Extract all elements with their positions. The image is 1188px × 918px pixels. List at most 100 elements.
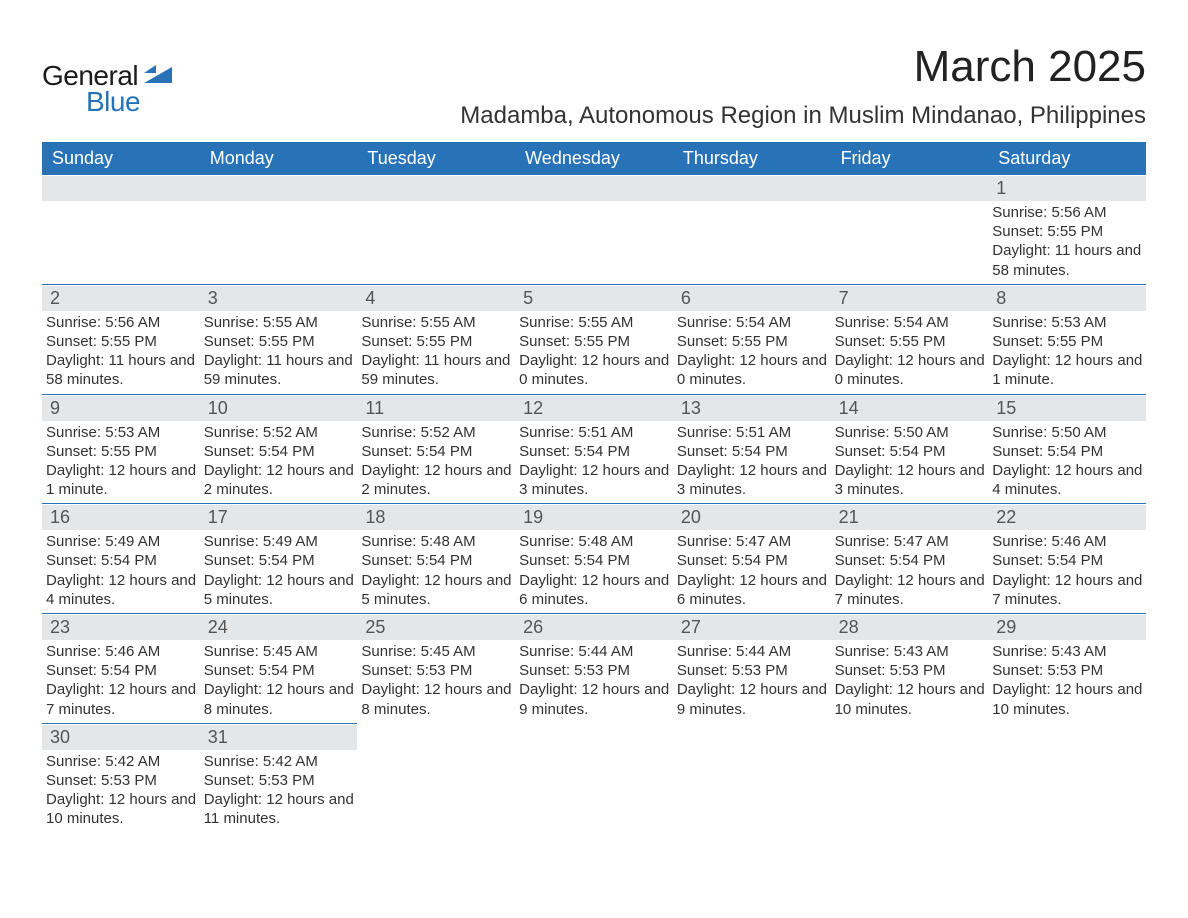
day-number: 24 (200, 615, 358, 640)
day-number: 1 (988, 176, 1146, 201)
calendar-cell: 4Sunrise: 5:55 AMSunset: 5:55 PMDaylight… (357, 284, 515, 394)
day-info: Sunrise: 5:42 AMSunset: 5:53 PMDaylight:… (200, 750, 358, 829)
title-block: March 2025 Madamba, Autonomous Region in… (460, 42, 1146, 130)
daylight-text: Daylight: 12 hours and 4 minutes. (46, 571, 200, 609)
sunrise-text: Sunrise: 5:47 AM (835, 532, 989, 551)
sunrise-text: Sunrise: 5:56 AM (46, 313, 200, 332)
daylight-text: Daylight: 12 hours and 2 minutes. (204, 461, 358, 499)
day-info: Sunrise: 5:49 AMSunset: 5:54 PMDaylight:… (42, 530, 200, 609)
day-number: 27 (673, 615, 831, 640)
daylight-text: Daylight: 12 hours and 6 minutes. (677, 571, 831, 609)
calendar-cell: 24Sunrise: 5:45 AMSunset: 5:54 PMDayligh… (200, 613, 358, 723)
weekday-header: Tuesday (357, 142, 515, 175)
day-info: Sunrise: 5:45 AMSunset: 5:53 PMDaylight:… (357, 640, 515, 719)
sunrise-text: Sunrise: 5:55 AM (361, 313, 515, 332)
daylight-text: Daylight: 12 hours and 11 minutes. (204, 790, 358, 828)
day-info: Sunrise: 5:56 AMSunset: 5:55 PMDaylight:… (42, 311, 200, 390)
daylight-text: Daylight: 12 hours and 4 minutes. (992, 461, 1146, 499)
sunrise-text: Sunrise: 5:55 AM (204, 313, 358, 332)
day-number: 31 (200, 725, 358, 750)
sunset-text: Sunset: 5:53 PM (361, 661, 515, 680)
calendar-cell (988, 723, 1146, 833)
day-number: 19 (515, 505, 673, 530)
daylight-text: Daylight: 12 hours and 3 minutes. (519, 461, 673, 499)
sunrise-text: Sunrise: 5:53 AM (46, 423, 200, 442)
daylight-text: Daylight: 12 hours and 9 minutes. (677, 680, 831, 718)
day-number: 28 (831, 615, 989, 640)
sunset-text: Sunset: 5:54 PM (677, 442, 831, 461)
sunrise-text: Sunrise: 5:49 AM (204, 532, 358, 551)
sunrise-text: Sunrise: 5:43 AM (835, 642, 989, 661)
weekday-header: Thursday (673, 142, 831, 175)
day-info: Sunrise: 5:44 AMSunset: 5:53 PMDaylight:… (515, 640, 673, 719)
day-info: Sunrise: 5:47 AMSunset: 5:54 PMDaylight:… (831, 530, 989, 609)
sunrise-text: Sunrise: 5:45 AM (361, 642, 515, 661)
calendar-cell: 11Sunrise: 5:52 AMSunset: 5:54 PMDayligh… (357, 394, 515, 504)
calendar-cell (200, 175, 358, 284)
day-info: Sunrise: 5:52 AMSunset: 5:54 PMDaylight:… (200, 421, 358, 500)
day-info: Sunrise: 5:45 AMSunset: 5:54 PMDaylight:… (200, 640, 358, 719)
sunrise-text: Sunrise: 5:44 AM (519, 642, 673, 661)
calendar-cell: 26Sunrise: 5:44 AMSunset: 5:53 PMDayligh… (515, 613, 673, 723)
sunset-text: Sunset: 5:55 PM (46, 332, 200, 351)
day-number: 10 (200, 396, 358, 421)
daylight-text: Daylight: 12 hours and 0 minutes. (835, 351, 989, 389)
day-info: Sunrise: 5:46 AMSunset: 5:54 PMDaylight:… (988, 530, 1146, 609)
calendar-cell (831, 175, 989, 284)
day-number: 25 (357, 615, 515, 640)
calendar-cell: 6Sunrise: 5:54 AMSunset: 5:55 PMDaylight… (673, 284, 831, 394)
daylight-text: Daylight: 12 hours and 0 minutes. (677, 351, 831, 389)
calendar-cell: 31Sunrise: 5:42 AMSunset: 5:53 PMDayligh… (200, 723, 358, 833)
calendar-cell: 5Sunrise: 5:55 AMSunset: 5:55 PMDaylight… (515, 284, 673, 394)
sunset-text: Sunset: 5:55 PM (46, 442, 200, 461)
sunrise-text: Sunrise: 5:46 AM (992, 532, 1146, 551)
calendar-cell: 1Sunrise: 5:56 AMSunset: 5:55 PMDaylight… (988, 175, 1146, 284)
daylight-text: Daylight: 12 hours and 5 minutes. (361, 571, 515, 609)
sunset-text: Sunset: 5:54 PM (992, 551, 1146, 570)
calendar: Sunday Monday Tuesday Wednesday Thursday… (42, 142, 1146, 833)
sunset-text: Sunset: 5:54 PM (204, 442, 358, 461)
day-info: Sunrise: 5:53 AMSunset: 5:55 PMDaylight:… (42, 421, 200, 500)
weekday-header: Wednesday (515, 142, 673, 175)
day-info: Sunrise: 5:43 AMSunset: 5:53 PMDaylight:… (831, 640, 989, 719)
day-number: 2 (42, 286, 200, 311)
sunset-text: Sunset: 5:55 PM (519, 332, 673, 351)
month-title: March 2025 (460, 42, 1146, 92)
day-info: Sunrise: 5:49 AMSunset: 5:54 PMDaylight:… (200, 530, 358, 609)
sunset-text: Sunset: 5:55 PM (361, 332, 515, 351)
calendar-cell (673, 175, 831, 284)
sunset-text: Sunset: 5:55 PM (677, 332, 831, 351)
daylight-text: Daylight: 12 hours and 8 minutes. (204, 680, 358, 718)
day-info: Sunrise: 5:54 AMSunset: 5:55 PMDaylight:… (673, 311, 831, 390)
sunrise-text: Sunrise: 5:42 AM (204, 752, 358, 771)
sunset-text: Sunset: 5:53 PM (204, 771, 358, 790)
day-info: Sunrise: 5:43 AMSunset: 5:53 PMDaylight:… (988, 640, 1146, 719)
location-title: Madamba, Autonomous Region in Muslim Min… (460, 102, 1146, 130)
day-info: Sunrise: 5:46 AMSunset: 5:54 PMDaylight:… (42, 640, 200, 719)
day-number: 7 (831, 286, 989, 311)
daylight-text: Daylight: 12 hours and 7 minutes. (46, 680, 200, 718)
sunset-text: Sunset: 5:54 PM (361, 442, 515, 461)
sunrise-text: Sunrise: 5:56 AM (992, 203, 1146, 222)
day-info: Sunrise: 5:50 AMSunset: 5:54 PMDaylight:… (988, 421, 1146, 500)
calendar-cell (673, 723, 831, 833)
day-number (42, 176, 200, 201)
sunset-text: Sunset: 5:55 PM (204, 332, 358, 351)
sunset-text: Sunset: 5:55 PM (992, 332, 1146, 351)
daylight-text: Daylight: 12 hours and 1 minute. (46, 461, 200, 499)
daylight-text: Daylight: 12 hours and 3 minutes. (677, 461, 831, 499)
sunset-text: Sunset: 5:54 PM (204, 661, 358, 680)
logo-icon (144, 65, 172, 88)
calendar-cell: 7Sunrise: 5:54 AMSunset: 5:55 PMDaylight… (831, 284, 989, 394)
logo: General Blue (42, 42, 172, 118)
sunset-text: Sunset: 5:54 PM (519, 551, 673, 570)
day-info: Sunrise: 5:52 AMSunset: 5:54 PMDaylight:… (357, 421, 515, 500)
sunset-text: Sunset: 5:54 PM (361, 551, 515, 570)
day-number: 4 (357, 286, 515, 311)
day-info: Sunrise: 5:48 AMSunset: 5:54 PMDaylight:… (357, 530, 515, 609)
sunset-text: Sunset: 5:53 PM (677, 661, 831, 680)
calendar-cell (515, 723, 673, 833)
day-info: Sunrise: 5:54 AMSunset: 5:55 PMDaylight:… (831, 311, 989, 390)
calendar-cell: 10Sunrise: 5:52 AMSunset: 5:54 PMDayligh… (200, 394, 358, 504)
day-number (831, 176, 989, 201)
